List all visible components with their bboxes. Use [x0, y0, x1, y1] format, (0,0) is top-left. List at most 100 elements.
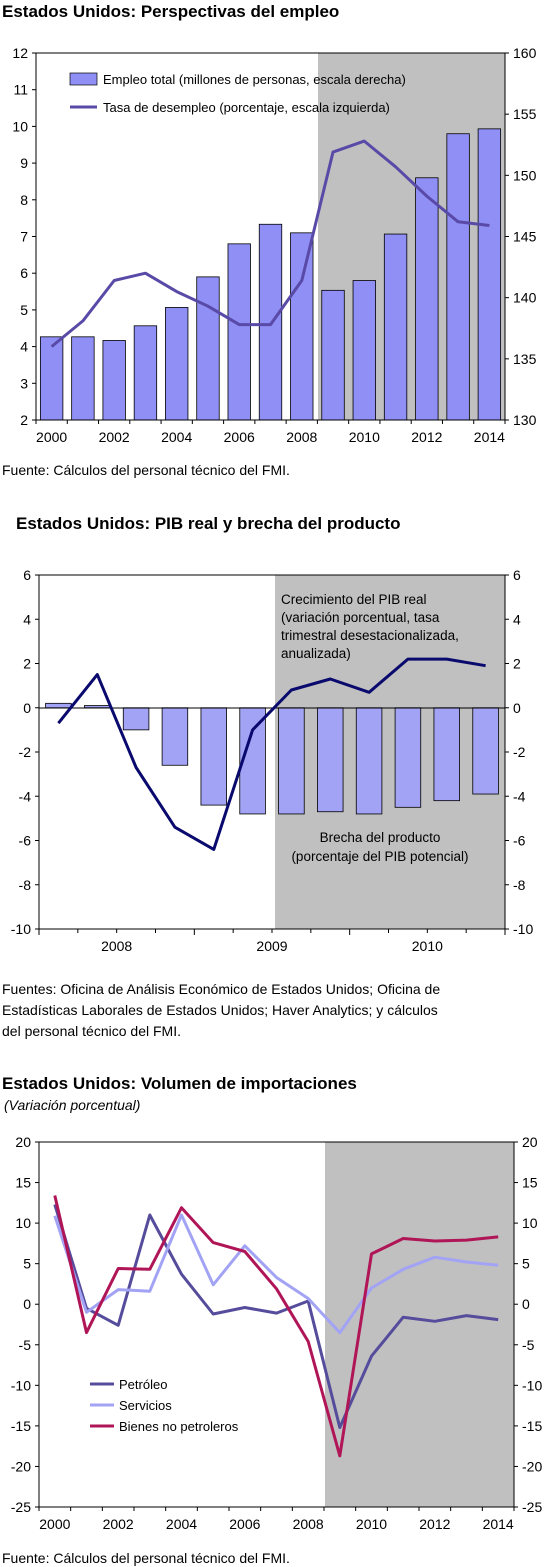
chart3-subtitle: (Variación porcentual)	[4, 1097, 140, 1113]
chart1-x-tick-label: 2002	[99, 429, 130, 445]
chart1-x-tick-label: 2006	[224, 429, 255, 445]
chart2-left-axis-tick-label: 2	[23, 656, 31, 672]
chart1-left-axis-tick-label: 8	[20, 192, 28, 208]
chart2-annotation-gdp-line1: Crecimiento del PIB real	[281, 592, 427, 607]
chart2-right-axis-tick-label: 6	[513, 567, 521, 583]
chart3-left-axis-tick-label: -5	[19, 1337, 32, 1353]
chart3-right-axis-tick-label: 15	[522, 1175, 538, 1191]
chart2-right-axis-tick-label: 2	[513, 656, 521, 672]
chart1-employment-bar	[477, 128, 502, 421]
chart2-annotation-gap-line1: Brecha del producto	[320, 830, 441, 845]
chart2-left-axis-tick-label: 4	[23, 611, 31, 627]
chart1-unemployment-line	[50, 139, 490, 348]
chart3-left-axis-tick-label: -10	[11, 1377, 31, 1393]
chart1-left-axis-tick-label: 3	[20, 375, 28, 391]
chart3-left-axis-tick-label: -20	[11, 1458, 31, 1474]
chart3-title: Estados Unidos: Volumen de importaciones	[2, 1074, 357, 1093]
chart1-employment-bar	[39, 336, 64, 421]
chart1-employment-bar	[352, 280, 376, 421]
chart2-output-gap-bar	[122, 707, 150, 731]
chart3-oil-line	[53, 1204, 499, 1429]
chart1-axes: 2 3 4 5 6 7 8 9 10 11 12 130 135 140 145 150 155 160 2000 2…	[12, 45, 536, 445]
chart3-left-axis-tick-label: 10	[15, 1215, 31, 1231]
chart2-annotation-gdp: Crecimiento del PIB real (variación porc…	[281, 592, 459, 661]
chart3-legend-label-nonoil: Bienes no petroleros	[119, 1419, 239, 1434]
chart2-x-tick-label: 2008	[101, 938, 132, 954]
chart1-right-axis-tick-label: 150	[513, 167, 537, 183]
chart1-x-tick-label: 2004	[161, 429, 192, 445]
chart3-series-lines	[53, 1195, 499, 1458]
chart2-output-gap-bar	[317, 707, 344, 813]
chart2-output-gap-bar	[394, 707, 422, 808]
chart2-output-gap-bar	[161, 707, 189, 766]
chart2-left-axis-tick-label: -8	[19, 877, 32, 893]
chart3-left-axis-tick-label: 15	[15, 1175, 31, 1191]
chart1-employment-bar	[165, 307, 189, 421]
chart2-right-axis-tick-label: -6	[513, 833, 526, 849]
chart2-right-axis-tick-label: 4	[513, 611, 521, 627]
chart3-right-axis-tick-label: -15	[522, 1418, 542, 1434]
chart3-legend-label-oil: Petróleo	[119, 1377, 167, 1392]
chart1-employment-bar	[290, 232, 314, 421]
chart2-output-gap-bar	[278, 707, 305, 815]
chart2-annotation-gdp-line3: trimestral desestacionalizada,	[281, 628, 459, 643]
chart3-x-tick-label: 2012	[419, 1516, 450, 1532]
chart2-source-note-line2: Estadísticas Laborales de Estados Unidos…	[2, 1002, 438, 1018]
chart1-legend: Empleo total (millones de personas, esca…	[69, 72, 406, 115]
chart1-legend-line-label: Tasa de desempleo (porcentaje, escala iz…	[103, 100, 390, 115]
chart3-nonoil-goods-line	[53, 1195, 499, 1458]
chart2-source-note-line1: Fuentes: Oficina de Análisis Económico d…	[2, 981, 440, 997]
chart3-right-axis-tick-label: -25	[522, 1499, 542, 1515]
chart2-left-axis-tick-label: -4	[19, 788, 32, 804]
chart1-right-axis-tick-label: 140	[513, 290, 537, 306]
chart3-source-note: Fuente: Cálculos del personal técnico de…	[2, 1550, 290, 1566]
chart2-annotation-gap: Brecha del producto (porcentaje del PIB …	[291, 830, 468, 864]
chart2-left-axis-tick-label: -2	[19, 744, 32, 760]
chart1-left-axis-tick-label: 4	[20, 339, 28, 355]
chart1-x-tick-label: 2014	[474, 429, 505, 445]
chart3-left-axis-tick-label: -15	[11, 1418, 31, 1434]
chart1-employment-bar	[71, 336, 95, 421]
chart1-shaded-region	[318, 53, 505, 420]
chart-imports: Estados Unidos: Volumen de importaciones…	[2, 1074, 542, 1566]
chart1-legend-bar-label: Empleo total (millones de personas, esca…	[103, 72, 406, 87]
chart2-shaded-region	[275, 575, 505, 929]
chart-employment: Estados Unidos: Perspectivas del empleo …	[2, 2, 537, 478]
chart2-title: Estados Unidos: PIB real y brecha del pr…	[16, 514, 400, 533]
chart1-employment-bar	[227, 243, 251, 421]
chart2-right-axis-tick-label: -2	[513, 744, 526, 760]
chart3-x-tick-label: 2008	[293, 1516, 324, 1532]
chart3-x-tick-label: 2004	[166, 1516, 197, 1532]
chart2-left-axis-tick-label: 6	[23, 567, 31, 583]
chart1-right-axis-tick-label: 155	[513, 106, 537, 122]
chart3-plot-frame	[38, 1141, 515, 1508]
chart2-left-axis-tick-label: -6	[19, 833, 32, 849]
chart1-x-tick-label: 2012	[411, 429, 442, 445]
chart2-output-gap-bar	[200, 707, 227, 806]
chart1-employment-bar	[321, 289, 345, 421]
chart1-source-note: Fuente: Cálculos del personal técnico de…	[2, 462, 290, 478]
chart3-x-tick-label: 2010	[356, 1516, 387, 1532]
chart1-x-tick-label: 2010	[349, 429, 380, 445]
chart3-legend: Petróleo Servicios Bienes no petroleros	[90, 1377, 239, 1434]
chart1-left-axis-tick-label: 12	[12, 45, 28, 61]
chart2-right-axis-tick-label: 0	[513, 700, 521, 716]
chart2-output-gap-bar	[45, 702, 72, 709]
chart3-services-line	[53, 1213, 499, 1335]
chart2-axes: 6 4 2 0 -2 -4 -6 -8 -10 6 4 2 0 -2 -4 -6 -8 -10 2008 2009 20…	[11, 567, 534, 954]
chart3-axes: 20 15 10 5 0 -5 -10 -15 -20 -25 20 15 10 5 0 -5 -10 -15 -2…	[11, 1134, 543, 1532]
chart1-left-axis-tick-label: 5	[20, 302, 28, 318]
chart1-left-axis-tick-label: 7	[20, 229, 28, 245]
chart3-right-axis-tick-label: 10	[522, 1215, 538, 1231]
chart1-employment-bar	[383, 233, 408, 421]
chart2-left-axis-tick-label: 0	[23, 700, 31, 716]
chart2-output-gap-bar	[433, 707, 460, 802]
chart2-output-gap-bar	[84, 705, 111, 709]
chart1-title: Estados Unidos: Perspectivas del empleo	[2, 2, 339, 21]
chart1-x-tick-label: 2000	[36, 429, 67, 445]
chart1-legend-bar-swatch	[69, 72, 98, 86]
chart1-right-axis-tick-label: 160	[513, 45, 537, 61]
chart2-bars	[45, 702, 499, 815]
chart1-right-axis-tick-label: 135	[513, 351, 537, 367]
chart2-annotation-gap-line2: (porcentaje del PIB potencial)	[291, 849, 468, 864]
